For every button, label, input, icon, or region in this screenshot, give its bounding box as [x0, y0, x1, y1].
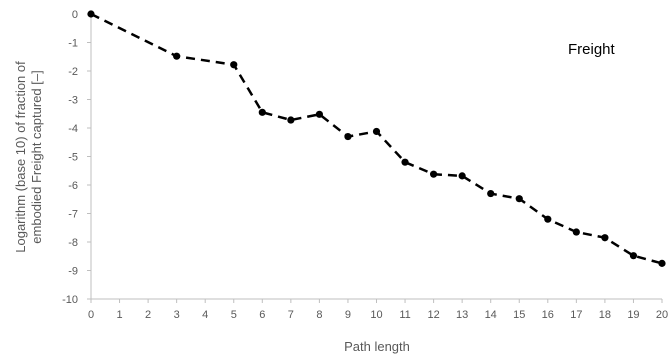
y-tick-label: -6 — [68, 180, 78, 192]
data-point — [658, 259, 666, 267]
series-annotation: Freight — [568, 41, 616, 58]
y-tick-label: -1 — [68, 38, 78, 50]
x-tick-label: 16 — [542, 309, 554, 321]
data-point — [315, 110, 323, 118]
y-axis-title-line2: embodied Freight captured [–] — [29, 70, 44, 243]
data-point — [230, 61, 238, 69]
series-layer — [87, 10, 666, 267]
x-tick-label: 4 — [202, 309, 208, 321]
x-tick-label: 3 — [174, 309, 180, 321]
y-tick-label: -7 — [68, 209, 78, 221]
y-tick-label: -5 — [68, 152, 78, 164]
x-axis: 0 1 2 3 4 5 6 7 8 9 10 11 12 13 14 15 16 17 18 19 20 — [88, 298, 668, 321]
data-point — [572, 228, 580, 236]
x-tick-label: 19 — [627, 309, 639, 321]
x-tick-label: 8 — [316, 309, 322, 321]
x-tick-label: 2 — [145, 309, 151, 321]
x-tick-label: 5 — [231, 309, 237, 321]
x-tick-label: 14 — [485, 309, 497, 321]
data-point — [258, 108, 266, 116]
data-point — [344, 132, 352, 141]
data-point — [401, 158, 409, 166]
y-tick-label: -8 — [68, 237, 78, 249]
data-point — [487, 189, 495, 198]
x-axis-title: Path length — [344, 339, 410, 354]
x-tick-label: 20 — [656, 309, 668, 321]
x-tick-label: 11 — [399, 309, 410, 321]
x-tick-label: 6 — [259, 309, 265, 321]
y-axis-title-line1: Logarithm (base 10) of fraction of — [13, 61, 28, 253]
x-tick-label: 0 — [88, 309, 94, 321]
x-tick-label: 1 — [116, 309, 122, 321]
data-point — [601, 234, 609, 242]
x-tick-label: 13 — [456, 309, 468, 321]
y-tick-label: 0 — [72, 9, 78, 21]
y-tick-label: -2 — [68, 66, 78, 78]
data-point — [372, 127, 381, 136]
y-tick-label: -10 — [62, 294, 78, 306]
series-line — [90, 12, 663, 265]
x-tick-label: 18 — [599, 309, 611, 321]
y-tick-label: -4 — [68, 123, 78, 135]
x-tick-label: 10 — [370, 309, 382, 321]
data-point — [87, 10, 95, 18]
x-tick-label: 7 — [288, 309, 294, 321]
x-tick-label: 15 — [513, 309, 525, 321]
data-point — [287, 116, 295, 124]
data-point — [629, 252, 638, 260]
y-axis: 0 -1 -2 -3 -4 -5 -6 -7 -8 -9 -10 — [62, 9, 92, 306]
data-point — [515, 195, 523, 203]
data-point — [430, 170, 438, 178]
x-tick-label: 17 — [570, 309, 582, 321]
y-tick-label: -9 — [68, 266, 78, 278]
data-point — [544, 215, 552, 223]
x-tick-label: 12 — [427, 309, 439, 321]
data-point — [173, 52, 181, 60]
data-point — [458, 172, 466, 180]
y-tick-label: -3 — [68, 95, 78, 107]
x-tick-label: 9 — [345, 309, 351, 321]
